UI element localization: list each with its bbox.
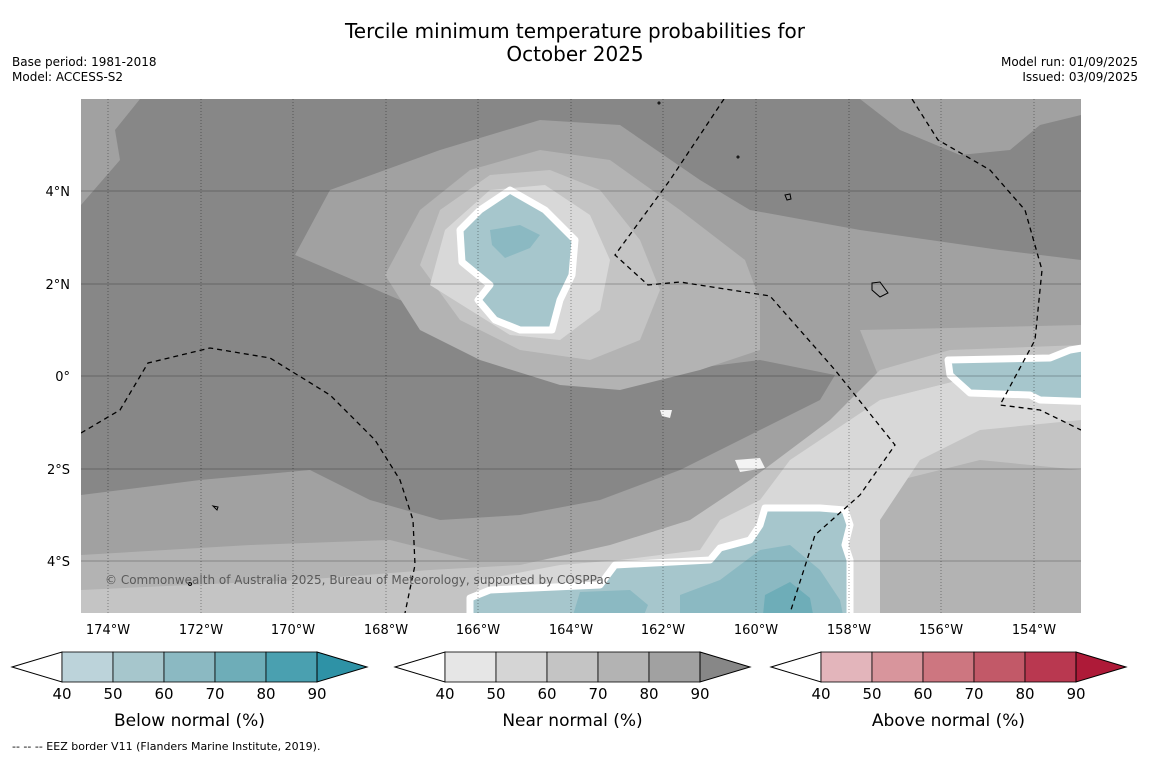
map-area: © Commonwealth of Australia 2025, Bureau… bbox=[81, 99, 1081, 613]
colorbar-segment bbox=[444, 651, 497, 683]
island-dot bbox=[188, 582, 192, 586]
model-info: Base period: 1981-2018 Model: ACCESS-S2 bbox=[12, 55, 157, 85]
colorbar-overflow-arrow bbox=[1075, 651, 1128, 683]
island-outline bbox=[211, 505, 219, 511]
colorbar-legends: 40 50 60 70 80 90 Below normal (%) 40 50 60 70 80 90… bbox=[10, 651, 1128, 731]
lat-label: 4°S bbox=[47, 555, 70, 570]
colorbar-tick-label: 60 bbox=[537, 685, 556, 703]
colorbar-overflow-arrow bbox=[316, 651, 369, 683]
colorbar-underflow-arrow bbox=[393, 651, 446, 683]
colorbar-tick-label: 60 bbox=[913, 685, 932, 703]
lon-label: 160°W bbox=[734, 623, 778, 638]
near-normal-40-50-region bbox=[430, 185, 1081, 613]
colorbar-segment bbox=[973, 651, 1026, 683]
colorbar-segment bbox=[922, 651, 975, 683]
island-outline bbox=[871, 281, 889, 298]
low-probability-region bbox=[660, 410, 765, 472]
colorbar-segment bbox=[871, 651, 924, 683]
graticule bbox=[81, 190, 1081, 562]
model-run-text: Model run: 01/09/2025 bbox=[1000, 55, 1138, 69]
lon-label: 154°W bbox=[1012, 623, 1056, 638]
lat-label: 4°N bbox=[46, 185, 71, 200]
colorbar-segment bbox=[61, 651, 114, 683]
colorbar-segment bbox=[112, 651, 165, 683]
base-period-text: Base period: 1981-2018 bbox=[12, 55, 157, 69]
longitude-labels: 174°W 172°W 170°W 168°W 166°W 164°W 162°… bbox=[86, 623, 1056, 638]
latitude-labels: 4°N 2°N 0° 2°S 4°S bbox=[46, 185, 71, 570]
colorbar-tick-label: 90 bbox=[690, 685, 709, 703]
lon-label: 164°W bbox=[549, 623, 593, 638]
lon-label: 166°W bbox=[456, 623, 500, 638]
colorbar-tick-label: 90 bbox=[1066, 685, 1085, 703]
colorbar-segment bbox=[597, 651, 650, 683]
colorbar-tick-label: 40 bbox=[435, 685, 454, 703]
colorbar-tick-label: 70 bbox=[964, 685, 983, 703]
colorbar-segment bbox=[648, 651, 701, 683]
copyright-notice: © Commonwealth of Australia 2025, Bureau… bbox=[105, 573, 610, 587]
island-dot bbox=[736, 155, 740, 159]
model-text: Model: ACCESS-S2 bbox=[12, 70, 124, 84]
colorbar-tick-label: 80 bbox=[1015, 685, 1034, 703]
colorbar-underflow-arrow bbox=[769, 651, 822, 683]
lon-label: 168°W bbox=[364, 623, 408, 638]
eez-border-central bbox=[614, 99, 896, 613]
colorbar-tick-label: 50 bbox=[862, 685, 881, 703]
lat-label: 0° bbox=[55, 370, 70, 385]
below-normal-region-east bbox=[944, 344, 1081, 405]
colorbar-tick-label: 70 bbox=[588, 685, 607, 703]
below-normal-region-south-inner bbox=[763, 582, 813, 613]
colorbar-title: Below normal (%) bbox=[114, 711, 265, 731]
colorbar-tick-label: 80 bbox=[256, 685, 275, 703]
island-outline bbox=[784, 193, 792, 201]
colorbar-title: Above normal (%) bbox=[872, 711, 1025, 731]
lon-label: 172°W bbox=[179, 623, 223, 638]
colorbar-segment bbox=[265, 651, 318, 683]
colorbar-tick-label: 80 bbox=[639, 685, 658, 703]
title-line-2: October 2025 bbox=[506, 42, 644, 66]
colorbar-segment bbox=[495, 651, 548, 683]
eez-border-west bbox=[81, 347, 416, 613]
colorbar-tick-label: 40 bbox=[52, 685, 71, 703]
lat-label: 2°N bbox=[46, 278, 71, 293]
colorbar-overflow-arrow bbox=[699, 651, 752, 683]
run-info: Model run: 01/09/2025 Issued: 03/09/2025 bbox=[1001, 55, 1138, 85]
colorbar-tick-label: 90 bbox=[307, 685, 326, 703]
colorbar-tick-label: 40 bbox=[811, 685, 830, 703]
islands bbox=[188, 101, 889, 586]
colorbar-tick-label: 60 bbox=[154, 685, 173, 703]
lon-label: 174°W bbox=[86, 623, 130, 638]
lon-label: 156°W bbox=[919, 623, 963, 638]
title-line-1: Tercile minimum temperature probabilitie… bbox=[344, 19, 806, 43]
colorbar-segment bbox=[820, 651, 873, 683]
colorbar-underflow-arrow bbox=[10, 651, 63, 683]
below-normal-region-north-core bbox=[490, 225, 540, 258]
below-normal-region-north bbox=[456, 186, 579, 334]
lon-label: 170°W bbox=[271, 623, 315, 638]
lon-label: 162°W bbox=[641, 623, 685, 638]
colorbar-segment bbox=[1024, 651, 1077, 683]
map-title: Tercile minimum temperature probabilitie… bbox=[0, 20, 1150, 66]
lat-label: 2°S bbox=[47, 463, 70, 478]
colorbar-segment bbox=[214, 651, 267, 683]
issued-text: Issued: 03/09/2025 bbox=[1022, 70, 1138, 84]
colorbar-tick-label: 50 bbox=[103, 685, 122, 703]
colorbar-title: Near normal (%) bbox=[502, 711, 642, 731]
eez-borders bbox=[81, 99, 1081, 613]
eez-footnote: -- -- -- EEZ border V11 (Flanders Marine… bbox=[12, 740, 321, 753]
colorbar-0: 40 50 60 70 80 90 Below normal (%) bbox=[10, 651, 369, 731]
colorbar-1: 40 50 60 70 80 90 Near normal (%) bbox=[393, 651, 752, 731]
colorbar-tick-label: 50 bbox=[486, 685, 505, 703]
island-dot bbox=[657, 101, 661, 105]
colorbar-segment bbox=[546, 651, 599, 683]
lon-label: 158°W bbox=[827, 623, 871, 638]
colorbar-segment bbox=[163, 651, 216, 683]
colorbar-tick-label: 70 bbox=[205, 685, 224, 703]
colorbar-2: 40 50 60 70 80 90 Above normal (%) bbox=[769, 651, 1128, 731]
